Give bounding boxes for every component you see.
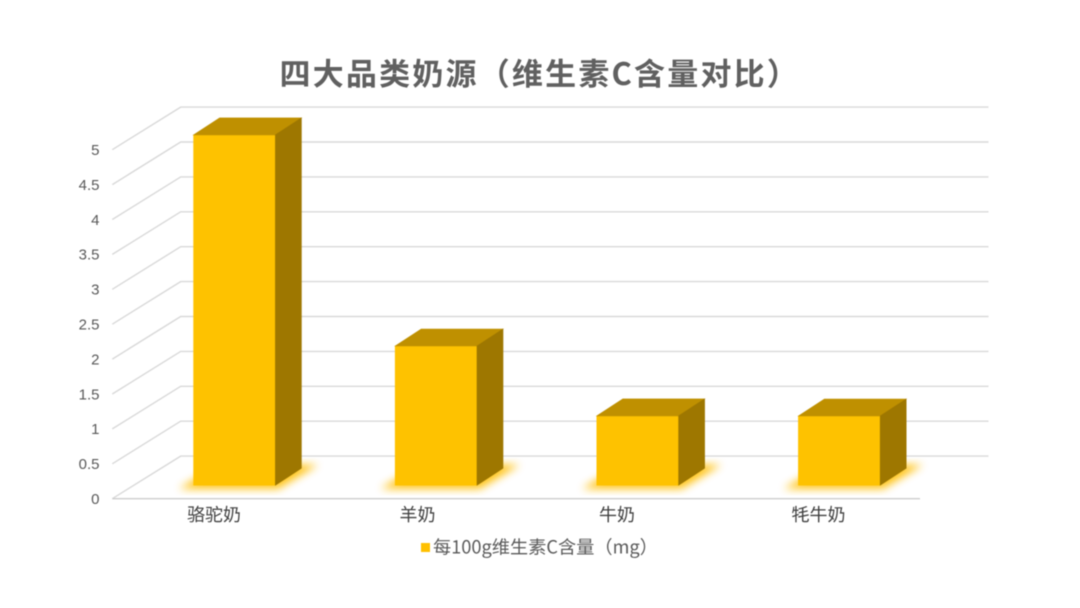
svg-text:1.5: 1.5	[79, 386, 100, 403]
svg-text:2: 2	[91, 351, 99, 368]
svg-text:2.5: 2.5	[79, 317, 100, 334]
svg-text:0: 0	[91, 491, 99, 508]
svg-text:0.5: 0.5	[79, 456, 100, 473]
svg-text:3.5: 3.5	[79, 247, 100, 264]
svg-text:5: 5	[91, 142, 99, 159]
svg-text:3: 3	[91, 282, 99, 299]
svg-text:4: 4	[91, 212, 99, 229]
svg-text:4.5: 4.5	[79, 177, 100, 194]
svg-text:1: 1	[91, 421, 99, 438]
